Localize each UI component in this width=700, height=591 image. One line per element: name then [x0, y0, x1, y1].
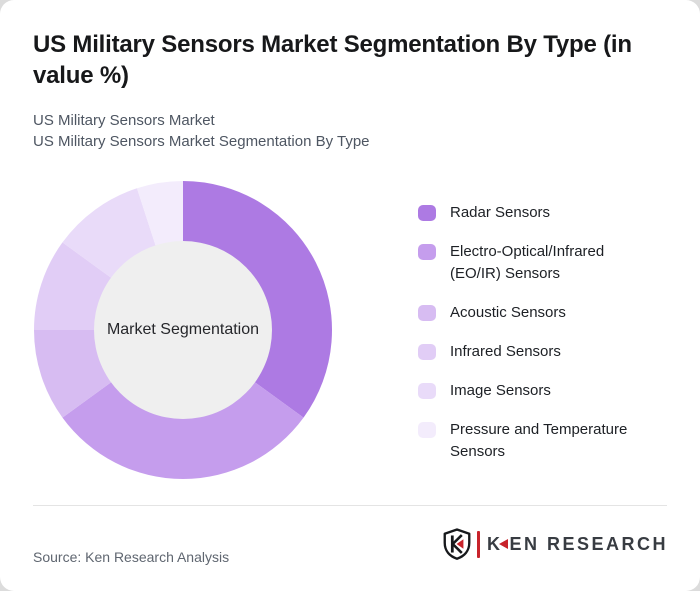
subtitle-block: US Military Sensors Market US Military S… [33, 110, 653, 152]
red-arrow-icon [456, 539, 464, 549]
legend-swatch-infrared [418, 344, 436, 360]
legend-swatch-eoir [418, 244, 436, 260]
donut-slice-1 [62, 381, 304, 479]
ken-research-logo: K EN RESEARCH [443, 528, 668, 560]
donut-slice-3 [34, 242, 112, 330]
legend-label: Infrared Sensors [450, 343, 561, 360]
donut-slice-0 [183, 181, 332, 418]
shield-k-icon [443, 528, 471, 560]
source-note: Source: Ken Research Analysis [33, 549, 230, 565]
legend-item-image: Image Sensors [418, 380, 658, 402]
brand-wordmark: K EN RESEARCH [487, 534, 668, 555]
legend-item-radar: Radar Sensors [418, 202, 658, 224]
legend-swatch-acoustic [418, 305, 436, 321]
legend-label: Acoustic Sensors [450, 304, 566, 321]
subtitle-line-1: US Military Sensors Market [33, 112, 215, 129]
donut-center-circle [94, 241, 272, 419]
legend-swatch-radar [418, 205, 436, 221]
chart-legend: Radar Sensors Electro-Optical/Infrared (… [418, 202, 658, 480]
page-title: US Military Sensors Market Segmentation … [33, 31, 632, 89]
donut-chart-area: Market Segmentation [33, 180, 333, 480]
donut-slice-2 [34, 330, 112, 418]
red-arrow-icon [499, 539, 509, 549]
brand-rest: EN RESEARCH [509, 533, 668, 554]
brand-letter-k: K [486, 533, 503, 554]
legend-item-pressure-temp: Pressure and Temperature Sensors [418, 419, 658, 463]
footer-divider [33, 505, 667, 506]
legend-swatch-image [418, 383, 436, 399]
legend-label: Pressure and Temperature Sensors [450, 421, 628, 460]
legend-swatch-pressure-temp [418, 422, 436, 438]
legend-label: Radar Sensors [450, 204, 551, 221]
donut-slice-5 [136, 181, 183, 247]
subtitle-line-2: US Military Sensors Market Segmentation … [33, 133, 370, 150]
legend-label: Electro-Optical/Infrared (EO/IR) Sensors [450, 243, 605, 282]
donut-chart [34, 181, 332, 479]
logo-divider-bar [476, 530, 480, 558]
donut-slice-4 [62, 188, 156, 279]
legend-item-eoir: Electro-Optical/Infrared (EO/IR) Sensors [418, 241, 658, 285]
legend-item-infrared: Infrared Sensors [418, 341, 658, 363]
legend-label: Image Sensors [450, 382, 551, 399]
legend-item-acoustic: Acoustic Sensors [418, 302, 658, 324]
